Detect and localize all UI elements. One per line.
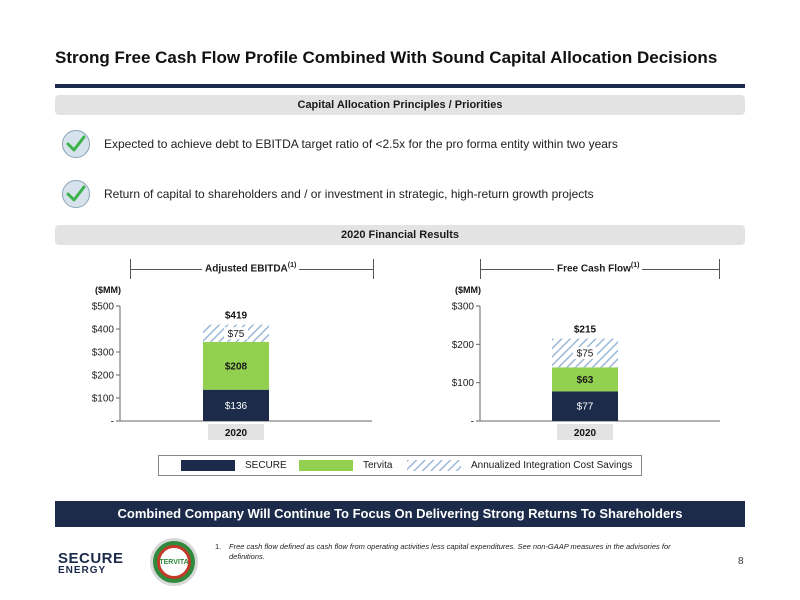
legend-item-tervita: Tervita bbox=[299, 460, 392, 471]
results-header: 2020 Financial Results bbox=[55, 225, 745, 245]
principle-text: Expected to achieve debt to EBITDA targe… bbox=[104, 137, 618, 151]
checkmark-icon bbox=[62, 130, 90, 158]
secure-energy-logo: SECURE ENERGY bbox=[58, 550, 124, 576]
footnote-number: 1. bbox=[215, 542, 222, 551]
category-box bbox=[208, 424, 264, 440]
footnote-text: Free cash flow defined as cash flow from… bbox=[229, 542, 671, 561]
y-tick-label: - bbox=[471, 417, 474, 428]
bar-value-label: $208 bbox=[225, 361, 248, 372]
title-rule bbox=[55, 84, 745, 88]
total-label: $419 bbox=[225, 311, 248, 322]
label-bg bbox=[224, 327, 248, 340]
chart-legend: SECURE Tervita Annualized Integration Co… bbox=[158, 455, 642, 476]
logo-text: ENERGY bbox=[58, 565, 107, 576]
legend-label: Tervita bbox=[363, 460, 393, 471]
legend-item-secure: SECURE bbox=[181, 460, 287, 471]
bar-value-label: $75 bbox=[577, 348, 594, 359]
legend-item-savings: Annualized Integration Cost Savings bbox=[407, 460, 632, 471]
ebitda-chart-header: Adjusted EBITDA(1) bbox=[130, 259, 374, 279]
label-bg bbox=[573, 346, 597, 359]
ebitda-chart: ($MM) - $100 $200 $300 $400 $500 $136 $208 $75 $41… bbox=[92, 285, 372, 440]
bar-segment-annualized bbox=[203, 324, 269, 342]
bar-value-label: $136 bbox=[225, 401, 248, 412]
y-tick-label: $100 bbox=[92, 394, 115, 405]
legend-label: Annualized Integration Cost Savings bbox=[471, 460, 633, 471]
chart-title: Free Cash Flow(1) bbox=[554, 262, 643, 275]
y-tick-label: $400 bbox=[92, 325, 115, 336]
bar-value-label: $63 bbox=[577, 375, 594, 386]
y-tick-label: - bbox=[111, 417, 114, 428]
unit-label: ($MM) bbox=[95, 285, 121, 295]
category-label: 2020 bbox=[225, 428, 248, 439]
principle-item-2: Return of capital to shareholders and / … bbox=[62, 180, 594, 208]
y-tick-label: $300 bbox=[92, 348, 115, 359]
legend-label: SECURE bbox=[245, 460, 287, 471]
y-tick-label: $100 bbox=[452, 378, 475, 389]
tervita-logo: TERVITA bbox=[150, 538, 198, 586]
category-box bbox=[557, 424, 613, 440]
principle-item-1: Expected to achieve debt to EBITDA targe… bbox=[62, 130, 618, 158]
page-number: 8 bbox=[738, 556, 744, 567]
legend-swatch bbox=[181, 460, 235, 471]
legend-swatch bbox=[299, 460, 353, 471]
bar-segment-secure bbox=[203, 389, 269, 421]
y-tick-label: $300 bbox=[452, 302, 475, 313]
bar-value-label: $75 bbox=[228, 329, 245, 340]
total-label: $215 bbox=[574, 325, 597, 336]
checkmark-icon bbox=[62, 180, 90, 208]
bracket-right bbox=[373, 259, 374, 279]
bar-segment-tervita bbox=[203, 341, 269, 390]
slide-title: Strong Free Cash Flow Profile Combined W… bbox=[55, 48, 718, 67]
conclusion-banner: Combined Company Will Continue To Focus … bbox=[55, 501, 745, 527]
unit-label: ($MM) bbox=[455, 285, 481, 295]
bar-segment-tervita bbox=[552, 367, 618, 392]
fcf-chart: ($MM) - $100 $200 $300 $77 $63 $75 $215 2020 bbox=[452, 285, 720, 440]
chart-title: Adjusted EBITDA(1) bbox=[202, 262, 300, 275]
bar-value-label: $77 bbox=[577, 402, 594, 413]
bar-segment-secure bbox=[552, 391, 618, 421]
y-tick-label: $500 bbox=[92, 302, 115, 313]
fcf-chart-header: Free Cash Flow(1) bbox=[480, 259, 720, 279]
logo-text: TERVITA bbox=[157, 545, 191, 579]
bar-segment-annualized bbox=[552, 338, 618, 368]
footnote: 1. Free cash flow defined as cash flow f… bbox=[215, 542, 705, 562]
bracket-right bbox=[719, 259, 720, 279]
y-tick-label: $200 bbox=[452, 340, 475, 351]
logo-text: SECURE bbox=[58, 550, 124, 567]
principles-header: Capital Allocation Principles / Prioriti… bbox=[55, 95, 745, 115]
category-label: 2020 bbox=[574, 428, 597, 439]
principle-text: Return of capital to shareholders and / … bbox=[104, 187, 594, 201]
y-tick-label: $200 bbox=[92, 371, 115, 382]
legend-swatch bbox=[407, 460, 461, 471]
